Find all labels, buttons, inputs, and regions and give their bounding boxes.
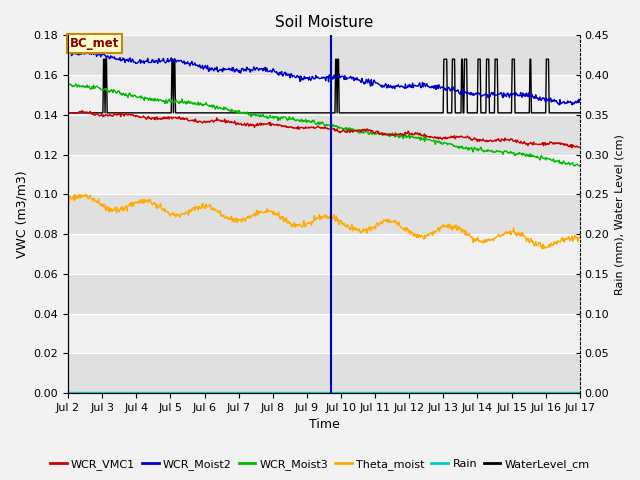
Bar xyxy=(68,155,580,194)
Bar xyxy=(68,75,580,115)
Bar xyxy=(68,234,580,274)
Legend: WCR_VMC1, WCR_Moist2, WCR_Moist3, Theta_moist, Rain, WaterLevel_cm: WCR_VMC1, WCR_Moist2, WCR_Moist3, Theta_… xyxy=(45,455,595,474)
Y-axis label: VWC (m3/m3): VWC (m3/m3) xyxy=(15,170,28,258)
Bar xyxy=(68,274,580,313)
Bar xyxy=(68,115,580,155)
Bar xyxy=(68,194,580,234)
X-axis label: Time: Time xyxy=(308,419,339,432)
Y-axis label: Rain (mm), Water Level (cm): Rain (mm), Water Level (cm) xyxy=(615,134,625,295)
Bar xyxy=(68,36,580,75)
Title: Soil Moisture: Soil Moisture xyxy=(275,15,373,30)
Bar xyxy=(68,353,580,393)
Bar xyxy=(68,313,580,353)
Text: BC_met: BC_met xyxy=(70,37,119,50)
